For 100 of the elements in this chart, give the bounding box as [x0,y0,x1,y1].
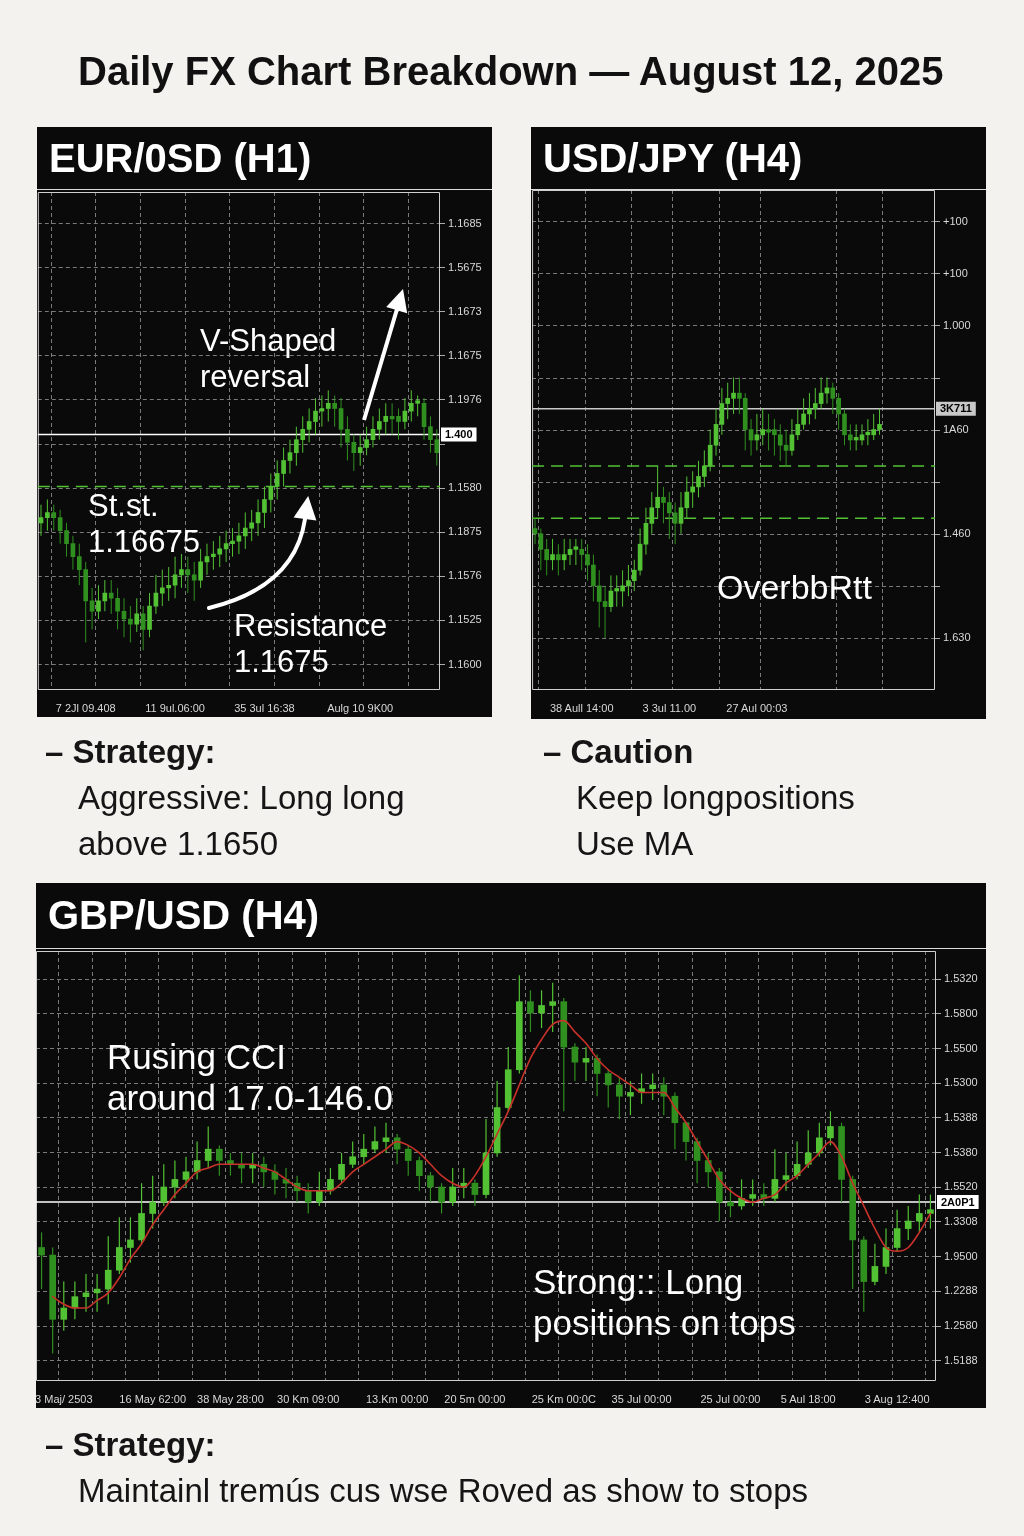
annotation: Rusing CCI around 17.0-146.0 [107,1037,394,1118]
x-tick-label: 7 2Jl 09.408 [55,701,116,714]
text: 1.1580 [448,481,482,494]
text: 1.2580 [944,1319,978,1332]
candlestick [216,1144,223,1177]
candlestick [627,1080,634,1116]
candlestick [827,1110,834,1146]
x-tick-label: 27 Aul 00:03 [726,701,788,714]
candlestick [804,1129,812,1169]
candlestick [211,540,216,571]
candlestick [871,1243,879,1286]
candlestick [149,1175,156,1230]
candlestick [591,554,596,602]
x-tick-label: 30 Km 09:00 [277,1392,340,1405]
candlestick [571,1042,579,1082]
x-tick-label: 25 Jul 00:00 [700,1392,761,1405]
candlestick [349,1141,356,1169]
text: Daily FX Chart Breakdown — August 12, 2025 [78,48,944,95]
candlestick [204,1125,212,1169]
candlestick [60,1280,68,1332]
candlestick [527,989,534,1033]
text: 1.630 [943,631,971,644]
text: 1.5300 [944,1076,978,1089]
candlestick [230,527,235,558]
candlestick [371,1125,379,1154]
text: 1.9500 [944,1249,978,1262]
candlestick [128,605,133,643]
text: Maintainl tremús cus wse Roved as show to stops [77,1471,809,1511]
text: 1.5675 [448,260,482,273]
candlestick [416,1156,423,1192]
text: 1.5320 [944,972,978,985]
annotation: St.st. 1.16675 [88,487,201,559]
x-tick-label: 3 3ul 11.00 [642,701,697,714]
candlestick [96,584,101,620]
candlestick [338,1152,345,1184]
candlestick [404,1144,412,1177]
candlestick [816,1122,823,1158]
candlestick [306,408,312,443]
text: 1A60 [943,423,969,436]
x-tick-label: 20 5m 00:00 [444,1392,506,1405]
x-tick-label: 3 Maj/ 2503 [35,1392,93,1405]
text: 1.1673 [448,304,482,317]
annotation: Strong:: Long positions on tops [533,1262,796,1343]
text: +100 [943,266,968,279]
x-tick-label: 16 May 62:00 [119,1392,186,1405]
candlestick [727,1186,734,1218]
candlestick [616,1076,623,1120]
candlestick [573,538,579,566]
text: 1.5500 [944,1041,978,1054]
text: – Caution [543,732,695,772]
candlestick [104,1235,112,1305]
x-tick-label: 5 Aul 18:00 [780,1392,836,1405]
candlestick [893,1209,901,1252]
text: 1.1875 [448,525,482,538]
candlestick [160,1163,168,1207]
x-tick-label: 13.Km 00:00 [365,1392,429,1405]
candlestick [198,548,203,589]
candlestick [649,1072,656,1101]
text: 1.000 [943,318,971,331]
x-tick-label: 35 Jul 00:00 [611,1392,672,1405]
candlestick [916,1193,923,1233]
text: 1.1576 [448,569,482,582]
candlestick [287,439,293,474]
candlestick [304,1182,312,1215]
x-tick-label: 25 Km 00:0C [531,1392,596,1405]
x-tick-label: 38 May 28:00 [197,1392,264,1405]
candlestick [45,498,50,532]
text: +100 [943,214,968,227]
candlestick [116,1216,123,1275]
candlestick [538,989,545,1029]
text: 1.5520 [944,1180,978,1193]
text: 1.3308 [944,1214,978,1227]
candlestick [604,1069,612,1109]
text: 1.1600 [448,657,482,670]
candlestick [382,1122,390,1154]
candlestick [438,1182,445,1215]
candlestick [427,1171,434,1203]
text: 1.5800 [944,1006,978,1019]
candlestick [159,569,165,607]
candlestick [332,395,337,428]
text: 1.5388 [944,1110,978,1123]
text: 1.1685 [448,216,482,229]
annotation: V-Shaped reversal [200,322,337,394]
chart-title: EUR/0SD (H1) [37,127,492,190]
candlestick [51,504,57,532]
text: 1.460 [943,527,971,540]
candlestick [313,397,318,435]
candlestick [582,1046,590,1082]
candlestick [396,408,401,441]
candlestick [134,597,140,633]
chart-title: USD/JPY (H4) [531,127,986,190]
candlestick [749,1178,756,1207]
x-tick-label: 11 9ul.06:00 [145,701,205,714]
candlestick [166,566,172,602]
candlestick [449,1167,456,1207]
candlestick [549,982,556,1033]
candlestick [325,389,331,423]
candlestick [64,522,69,558]
text: 2A0P1 [941,1195,975,1208]
candlestick [927,1193,934,1230]
